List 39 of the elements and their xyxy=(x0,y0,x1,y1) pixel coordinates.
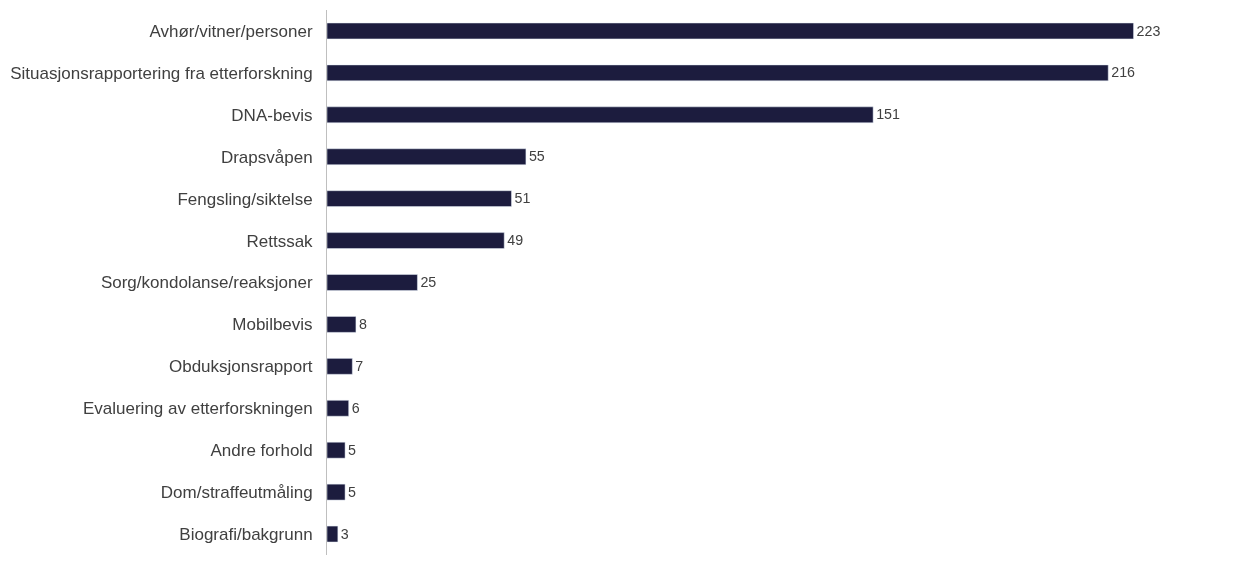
bar xyxy=(327,441,346,459)
bar xyxy=(327,525,339,543)
data-label: 25 xyxy=(420,274,437,291)
data-label: 151 xyxy=(876,106,900,123)
bar xyxy=(327,22,1134,40)
bar xyxy=(327,232,505,249)
bar xyxy=(327,274,418,291)
data-label: 49 xyxy=(507,232,524,249)
bar xyxy=(327,400,349,417)
bar xyxy=(327,106,874,124)
data-label: 223 xyxy=(1136,22,1161,39)
bar xyxy=(327,148,527,165)
y-tick-label: Dom/straffeutmåling xyxy=(160,483,313,503)
y-tick-label: Mobilbevis xyxy=(232,315,313,335)
bar xyxy=(327,358,353,375)
data-label: 5 xyxy=(348,483,357,500)
y-tick-label: DNA-bevis xyxy=(231,105,313,125)
y-tick-label: Sorg/kondolanse/reaksjoner xyxy=(100,273,313,293)
bar xyxy=(327,64,1109,82)
y-tick-label: Drapsvåpen xyxy=(220,147,313,167)
data-label: 6 xyxy=(351,399,360,416)
data-label: 51 xyxy=(514,190,531,207)
y-tick-label: Biografi/bakgrunn xyxy=(179,524,313,544)
y-tick-label: Situasjonsrapportering fra etterforskning xyxy=(10,63,313,83)
bar xyxy=(327,190,512,207)
y-tick-label: Obduksjonsrapport xyxy=(168,357,313,377)
data-label: 5 xyxy=(348,441,357,458)
data-label: 8 xyxy=(358,316,367,333)
bar xyxy=(327,483,346,501)
data-label: 3 xyxy=(340,525,349,542)
bar xyxy=(327,316,357,333)
y-tick-label: Andre forhold xyxy=(210,441,313,461)
data-label: 55 xyxy=(528,148,545,165)
y-tick-label: Avhør/vitner/personer xyxy=(149,21,313,41)
data-label: 216 xyxy=(1111,64,1136,81)
data-label: 7 xyxy=(355,357,364,374)
y-tick-label: Evaluering av etterforskningen xyxy=(82,399,313,419)
y-tick-label: Fengsling/siktelse xyxy=(177,189,313,209)
y-tick-label: Rettssak xyxy=(246,231,314,251)
